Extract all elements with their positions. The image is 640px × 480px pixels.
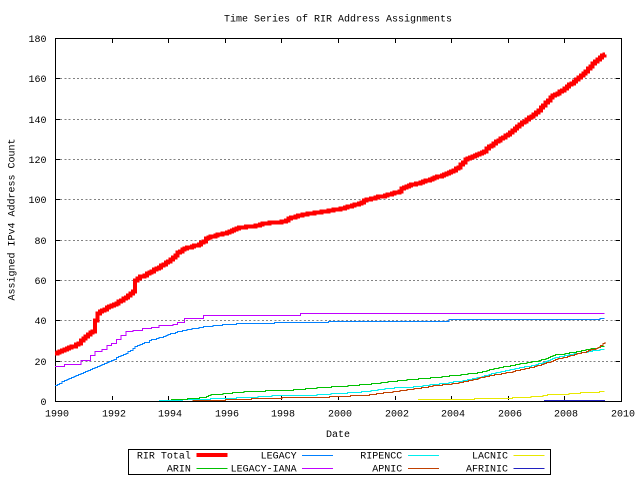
svg-text:120: 120 <box>28 156 46 167</box>
svg-text:2004: 2004 <box>441 410 465 421</box>
svg-text:LEGACY-IANA: LEGACY-IANA <box>231 465 297 476</box>
svg-text:2010: 2010 <box>611 410 635 421</box>
svg-text:140: 140 <box>28 116 46 127</box>
svg-text:100: 100 <box>28 196 46 207</box>
svg-text:0: 0 <box>40 398 46 409</box>
svg-text:2000: 2000 <box>328 410 352 421</box>
svg-text:80: 80 <box>34 237 46 248</box>
svg-text:2008: 2008 <box>554 410 578 421</box>
svg-text:APNIC: APNIC <box>372 465 402 476</box>
svg-text:LEGACY: LEGACY <box>261 452 297 463</box>
svg-text:2006: 2006 <box>498 410 522 421</box>
svg-text:Time Series of RIR Address Ass: Time Series of RIR Address Assignments <box>224 14 452 26</box>
svg-text:1994: 1994 <box>158 410 182 421</box>
svg-text:AFRINIC: AFRINIC <box>466 465 508 476</box>
svg-text:60: 60 <box>34 277 46 288</box>
svg-text:1996: 1996 <box>215 410 239 421</box>
svg-text:1990: 1990 <box>45 410 69 421</box>
svg-text:1998: 1998 <box>271 410 295 421</box>
svg-text:20: 20 <box>34 358 46 369</box>
svg-text:Date: Date <box>326 430 350 441</box>
svg-text:2002: 2002 <box>385 410 409 421</box>
svg-text:ARIN: ARIN <box>167 465 191 476</box>
svg-text:180: 180 <box>28 35 46 46</box>
svg-text:40: 40 <box>34 317 46 328</box>
svg-text:Assigned IPv4 Address Count: Assigned IPv4 Address Count <box>7 138 19 300</box>
svg-text:160: 160 <box>28 75 46 86</box>
svg-text:1992: 1992 <box>102 410 126 421</box>
svg-text:RIPENCC: RIPENCC <box>360 452 402 463</box>
svg-text:RIR Total: RIR Total <box>137 451 191 463</box>
svg-text:LACNIC: LACNIC <box>472 452 508 463</box>
